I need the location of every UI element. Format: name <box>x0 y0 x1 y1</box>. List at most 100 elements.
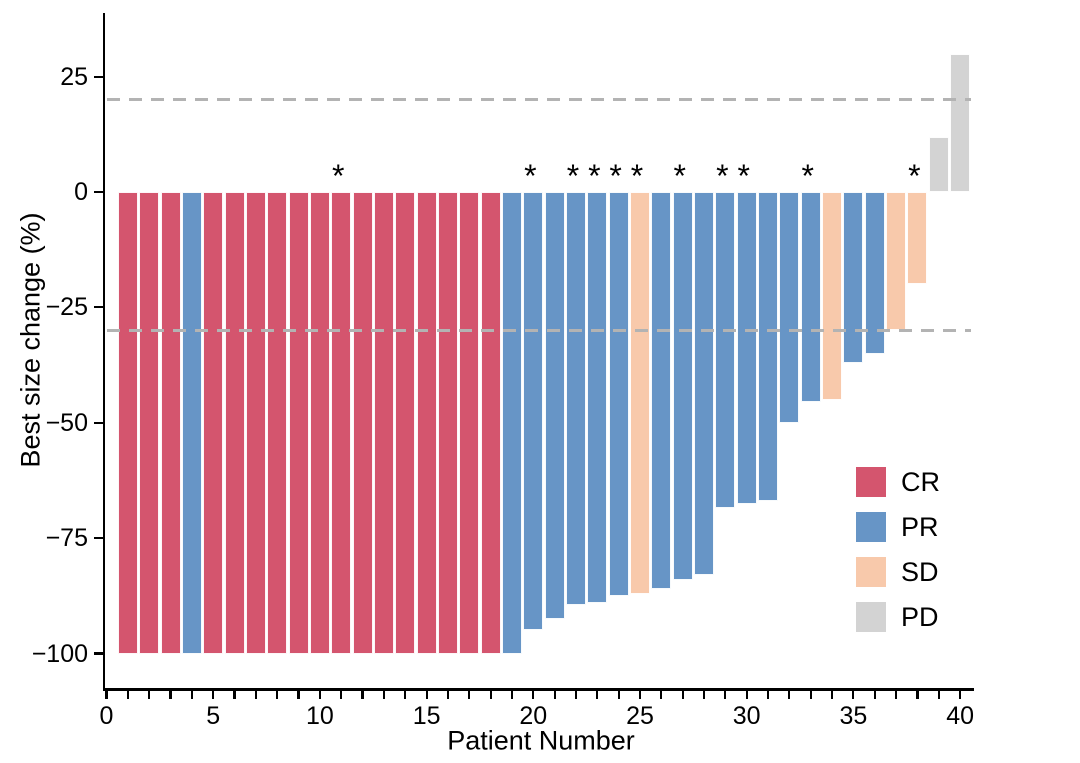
star-annotation-patient-20: * <box>524 158 537 194</box>
x-tick-label: 40 <box>946 702 974 730</box>
star-annotation-patient-30: * <box>737 158 750 194</box>
x-tick <box>510 690 514 699</box>
x-tick <box>894 690 898 699</box>
x-tick-label: 10 <box>305 702 334 730</box>
bar-patient-19 <box>501 192 522 654</box>
bar-patient-23 <box>587 192 608 603</box>
x-tick <box>126 690 129 699</box>
x-tick-label: 5 <box>206 702 221 730</box>
x-tick <box>254 690 257 699</box>
bar-patient-39 <box>928 136 949 192</box>
y-tick <box>94 306 103 309</box>
star-annotation-patient-29: * <box>716 158 729 194</box>
x-tick <box>809 690 812 699</box>
x-tick <box>233 690 236 699</box>
bar-patient-32 <box>779 192 800 423</box>
y-axis-line <box>102 13 105 691</box>
x-tick <box>318 690 321 699</box>
star-annotation-patient-33: * <box>801 158 814 194</box>
bar-patient-38 <box>907 192 928 285</box>
legend-label-cr: CR <box>901 467 940 497</box>
x-tick <box>724 690 727 699</box>
x-tick <box>276 690 279 699</box>
legend-swatch-pr <box>856 512 886 542</box>
bar-patient-17 <box>459 192 480 654</box>
bar-patient-37 <box>886 192 907 331</box>
x-tick <box>745 690 748 699</box>
legend-swatch-pd <box>856 602 886 632</box>
x-tick <box>446 690 450 699</box>
y-tick <box>94 75 103 78</box>
y-tick-label: 25 <box>60 62 88 91</box>
bar-patient-27 <box>672 192 693 580</box>
x-axis-line <box>102 688 974 691</box>
legend-label-pr: PR <box>901 512 939 542</box>
y-tick <box>94 652 103 655</box>
bar-patient-9 <box>288 192 309 654</box>
bar-patient-18 <box>480 192 501 654</box>
star-annotation-patient-38: * <box>908 158 921 194</box>
bar-patient-34 <box>822 192 843 400</box>
bar-patient-35 <box>843 192 864 363</box>
bar-patient-3 <box>160 192 181 654</box>
x-tick <box>532 690 535 699</box>
x-tick <box>574 690 578 699</box>
x-tick-label: 15 <box>412 702 441 730</box>
y-tick-label: −100 <box>31 639 88 668</box>
bar-patient-12 <box>352 192 373 654</box>
x-tick-label: 25 <box>626 702 654 730</box>
y-tick-label: −50 <box>45 408 88 437</box>
bar-patient-28 <box>694 192 715 576</box>
x-tick <box>382 690 385 699</box>
x-tick-label: 20 <box>519 702 548 730</box>
bar-patient-25 <box>630 192 650 594</box>
bar-patient-29 <box>715 192 736 509</box>
y-tick <box>94 421 103 424</box>
y-tick <box>94 190 103 194</box>
x-tick <box>681 690 684 699</box>
bar-patient-15 <box>416 192 437 654</box>
star-annotation-patient-27: * <box>673 158 686 194</box>
x-tick <box>148 690 151 699</box>
x-tick-label: 0 <box>99 702 114 730</box>
y-tick-label: −25 <box>45 293 88 322</box>
x-tick <box>617 690 620 699</box>
x-tick <box>660 690 663 699</box>
x-tick <box>788 690 791 699</box>
bar-patient-5 <box>203 192 224 654</box>
bar-patient-21 <box>544 192 565 619</box>
x-tick <box>553 690 556 699</box>
star-annotation-patient-25: * <box>630 158 644 194</box>
x-tick <box>297 690 300 699</box>
bar-patient-2 <box>139 192 160 654</box>
x-tick <box>361 690 364 699</box>
star-annotation-patient-24: * <box>609 158 622 194</box>
x-tick <box>212 690 215 699</box>
bar-patient-24 <box>608 192 629 596</box>
bar-patient-6 <box>224 192 245 654</box>
x-tick <box>489 690 492 699</box>
bar-patient-8 <box>267 192 288 654</box>
bar-patient-10 <box>309 192 330 654</box>
x-tick <box>105 690 108 699</box>
bar-patient-16 <box>437 192 458 654</box>
x-tick <box>340 690 343 699</box>
y-tick-label: −75 <box>45 524 88 553</box>
legend-swatch-cr <box>856 467 886 497</box>
x-tick <box>830 690 834 699</box>
legend-swatch-sd <box>856 557 886 587</box>
reference-line--30 <box>106 328 971 333</box>
reference-line-20 <box>106 98 971 102</box>
star-annotation-patient-11: * <box>332 158 345 194</box>
x-tick-label: 30 <box>732 702 761 730</box>
bar-patient-36 <box>864 192 885 354</box>
x-tick <box>638 690 642 699</box>
x-tick <box>873 690 876 699</box>
x-tick <box>937 690 940 699</box>
bar-patient-4 <box>181 192 202 654</box>
y-tick <box>94 537 103 540</box>
x-axis-title: Patient Number <box>447 725 635 756</box>
bar-patient-7 <box>245 192 266 654</box>
y-tick-label: 0 <box>74 178 88 206</box>
